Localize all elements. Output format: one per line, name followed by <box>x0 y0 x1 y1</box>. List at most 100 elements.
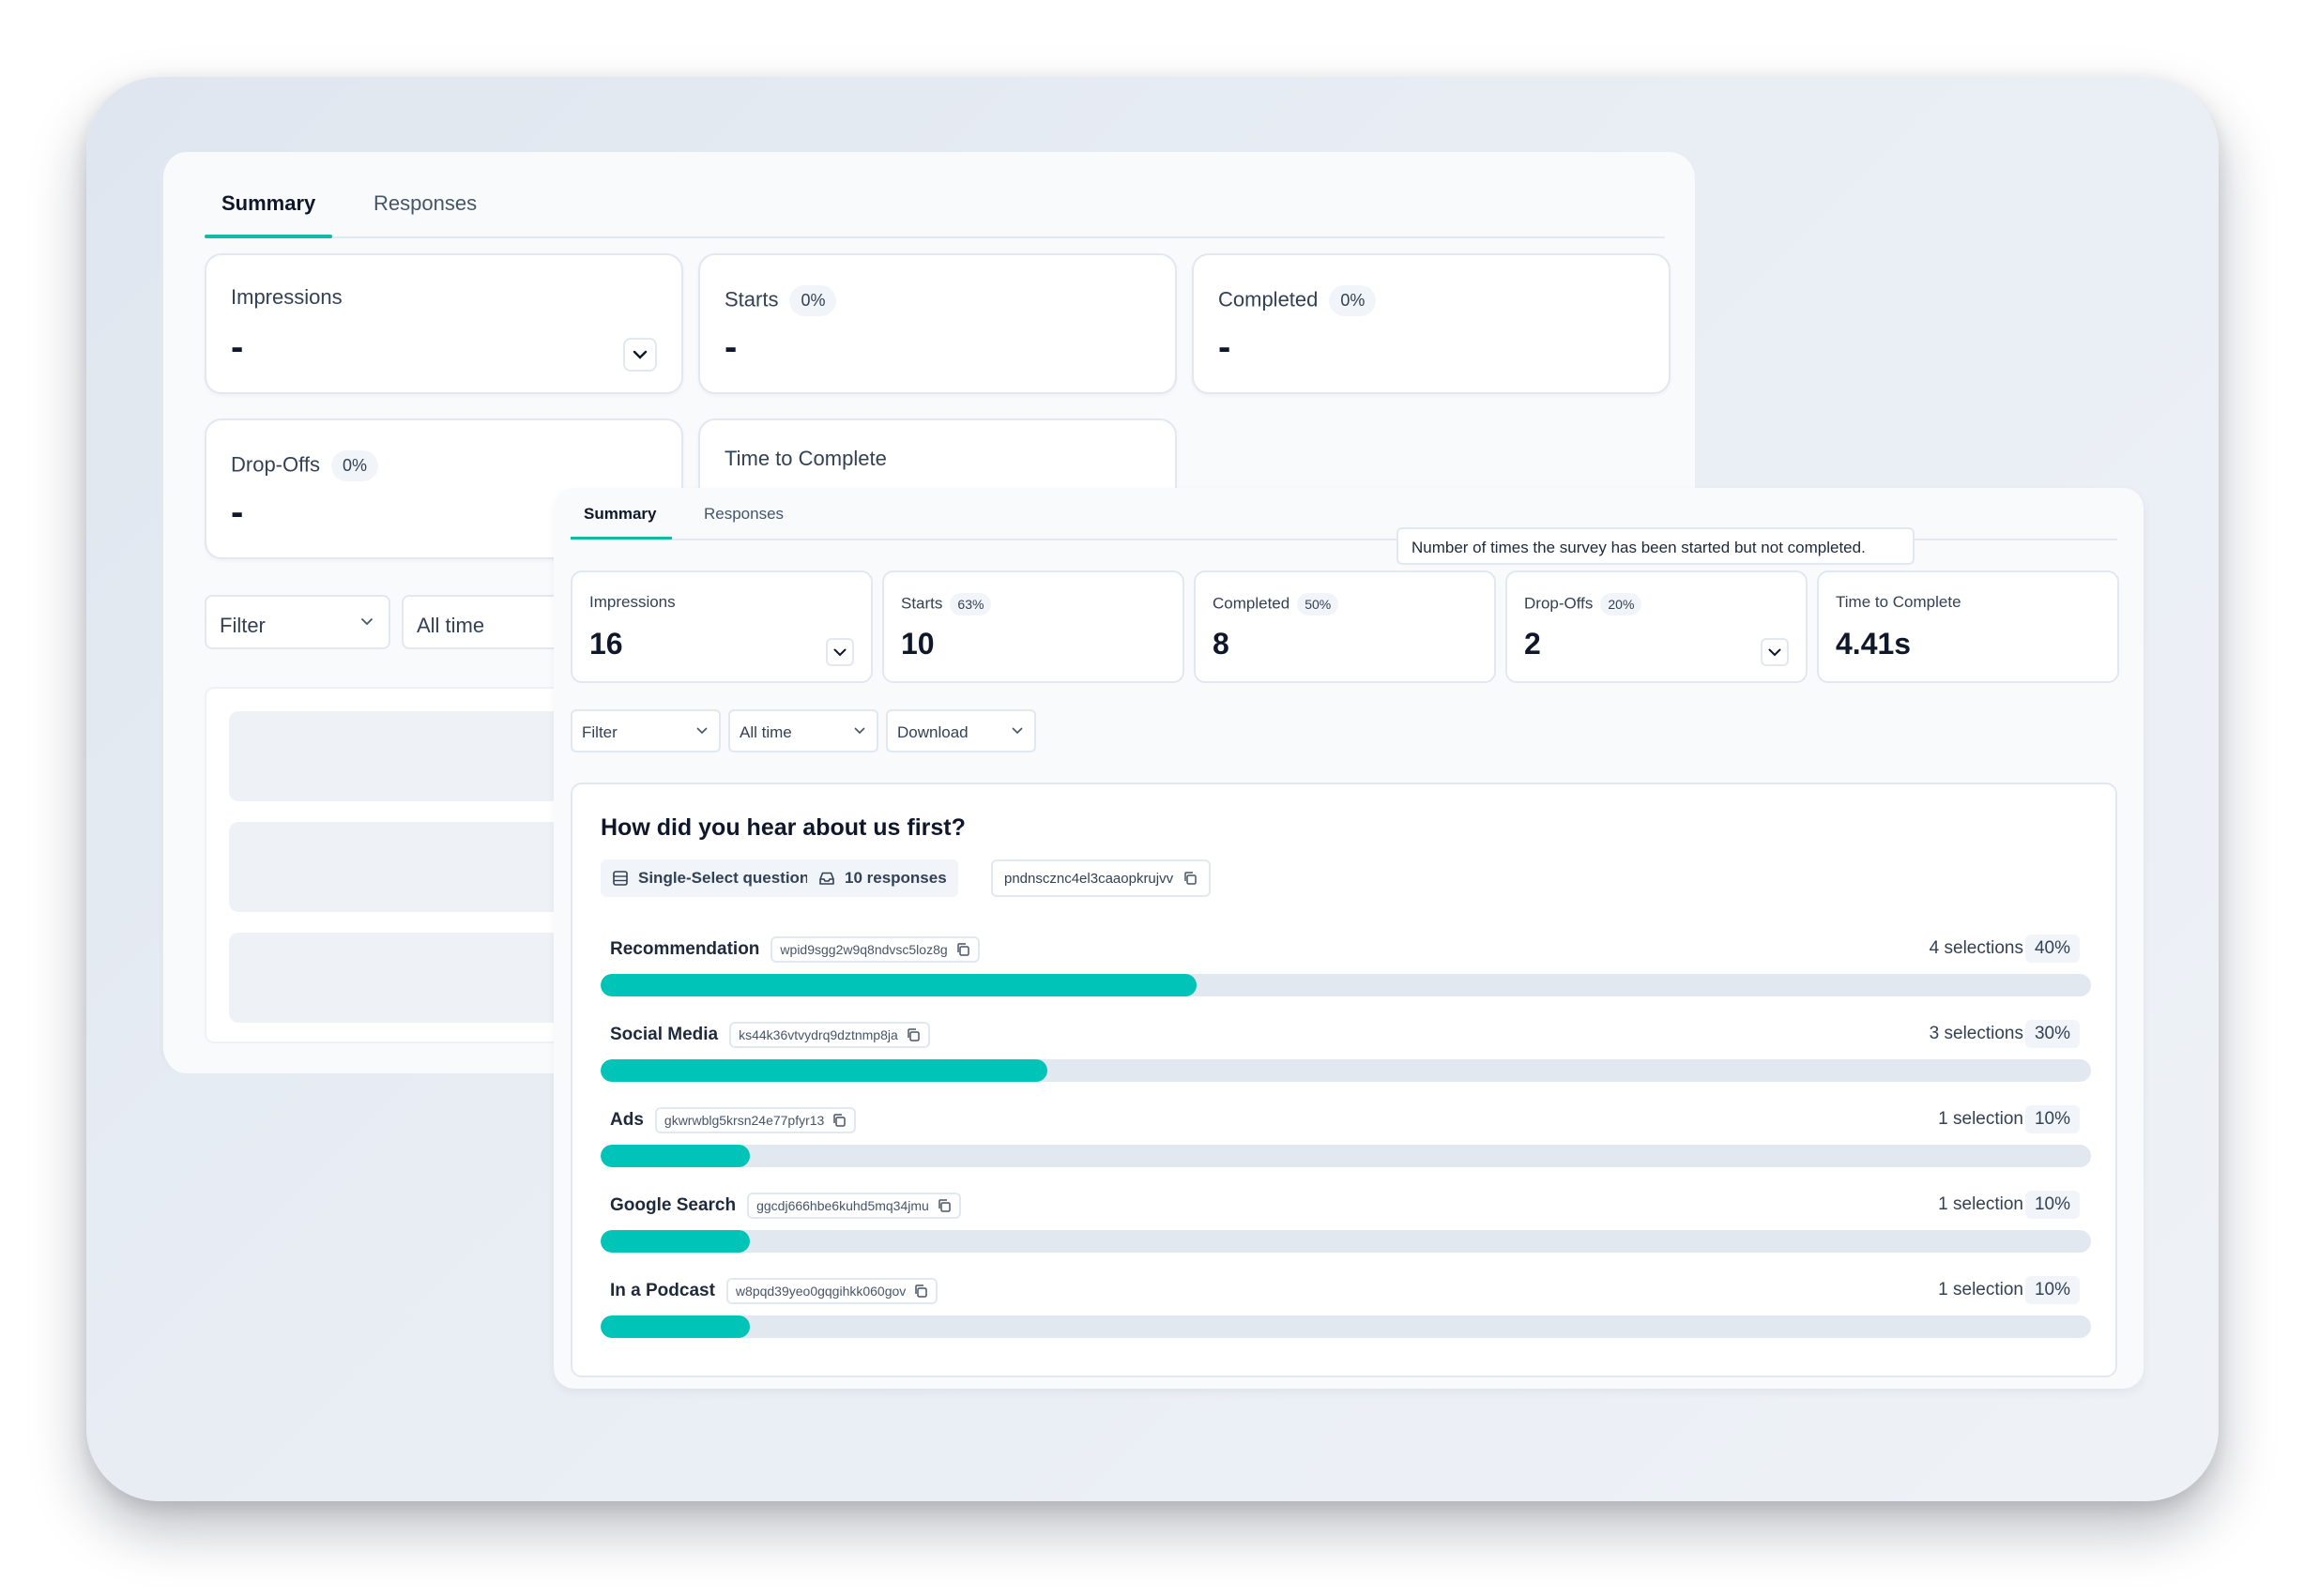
progress-bar-fill <box>601 1230 750 1253</box>
tab-bar: Summary Responses <box>205 173 1665 238</box>
chevron-down-icon <box>360 617 374 626</box>
answer-option-row: Recommendation wpid9sgg2w9q8ndvsc5loz8g 4 … <box>601 935 2091 1000</box>
answer-option-row: Ads gkwrwblg5krsn24e77pfyr13 1 selection 10… <box>601 1105 2091 1171</box>
copy-icon[interactable] <box>832 1113 847 1128</box>
download-label: Download <box>897 723 969 741</box>
progress-bar-fill <box>601 1059 1048 1082</box>
copy-icon[interactable] <box>906 1027 921 1042</box>
filter-select-label: Filter <box>220 614 266 637</box>
copy-icon[interactable] <box>937 1198 952 1213</box>
progress-bar <box>601 1230 2091 1253</box>
starts-card[interactable]: Starts 63% 10 <box>882 570 1184 683</box>
option-id-badge[interactable]: wpid9sgg2w9q8ndvsc5loz8g <box>771 936 980 963</box>
progress-bar-fill <box>601 1145 750 1167</box>
selection-count: 1 selection <box>1938 1109 2023 1129</box>
dropoffs-label: Drop-Offs <box>231 452 320 477</box>
copy-icon[interactable] <box>913 1284 928 1299</box>
question-type-badge: Single-Select question <box>601 859 821 897</box>
percent-badge: 10% <box>2024 1191 2080 1219</box>
chevron-down-icon <box>1012 727 1023 735</box>
time-range-select[interactable]: All time <box>728 709 878 752</box>
tab-responses[interactable]: Responses <box>374 191 478 215</box>
tab-summary-label: Summary <box>221 191 316 215</box>
option-name: Ads gkwrwblg5krsn24e77pfyr13 <box>610 1107 857 1133</box>
option-name: Google Search ggcdj666hbe6kuhd5mq34jmu <box>610 1193 961 1219</box>
dropoffs-value: - <box>231 492 244 533</box>
copy-icon[interactable] <box>955 942 970 957</box>
dropoffs-percent-badge: 0% <box>330 450 378 481</box>
time-to-complete-label: Time to Complete <box>725 447 887 470</box>
tab-responses[interactable]: Responses <box>704 505 785 523</box>
question-summary-card: How did you hear about us first? Single-… <box>571 783 2117 1377</box>
filter-select[interactable]: Filter <box>571 709 721 752</box>
question-type-label: Single-Select question <box>638 869 810 887</box>
selection-count: 1 selection <box>1938 1280 2023 1300</box>
option-id-badge[interactable]: ggcdj666hbe6kuhd5mq34jmu <box>747 1193 961 1219</box>
starts-value: - <box>725 327 738 368</box>
question-id-badge[interactable]: pndnscznc4el3caaopkrujvv <box>991 859 1212 897</box>
list-icon <box>612 870 629 887</box>
impressions-card[interactable]: Impressions 16 <box>571 570 873 683</box>
selection-count: 4 selections <box>1929 938 2023 958</box>
summary-panel: Summary Responses Impressions 16 Starts 6… <box>554 488 2144 1389</box>
question-id: pndnscznc4el3caaopkrujvv <box>1004 870 1174 887</box>
percent-badge: 40% <box>2024 935 2080 963</box>
copy-icon[interactable] <box>1183 871 1198 886</box>
option-name: Social Media ks44k36vtvydrq9dztnmp8ja <box>610 1022 930 1048</box>
percent-badge: 10% <box>2024 1276 2080 1304</box>
selection-count: 1 selection <box>1938 1194 2023 1214</box>
active-tab-indicator <box>205 235 332 238</box>
answer-option-row: In a Podcast w8pqd39yeo0gqgihkk060gov 1 se… <box>601 1276 2091 1342</box>
option-id: w8pqd39yeo0gqgihkk060gov <box>735 1284 907 1299</box>
dropoffs-label: Drop-Offs <box>1524 594 1594 613</box>
option-id: gkwrwblg5krsn24e77pfyr13 <box>664 1113 825 1128</box>
completed-percent-badge: 0% <box>1329 285 1377 316</box>
option-label: Google Search <box>610 1195 737 1216</box>
option-id: ks44k36vtvydrq9dztnmp8ja <box>739 1027 898 1042</box>
option-label: Recommendation <box>610 939 760 960</box>
completed-card[interactable]: Completed 0% - <box>1192 253 1671 394</box>
starts-card[interactable]: Starts 0% - <box>698 253 1177 394</box>
impressions-label: Impressions <box>589 593 676 611</box>
progress-bar-fill <box>601 1315 750 1338</box>
percent-badge: 10% <box>2024 1105 2080 1133</box>
responses-count-badge: 10 responses <box>807 859 958 897</box>
tab-summary[interactable]: Summary <box>205 191 332 238</box>
completed-value: 8 <box>1213 627 1229 661</box>
time-range-label: All time <box>417 614 485 637</box>
completed-label: Completed <box>1218 287 1319 312</box>
download-select[interactable]: Download <box>886 709 1036 752</box>
option-id-badge[interactable]: ks44k36vtvydrq9dztnmp8ja <box>729 1022 930 1048</box>
option-id-badge[interactable]: gkwrwblg5krsn24e77pfyr13 <box>654 1107 857 1133</box>
percent-badge: 30% <box>2024 1020 2080 1048</box>
completed-card[interactable]: Completed 50% 8 <box>1194 570 1496 683</box>
tab-bar: Summary Responses <box>571 488 2117 540</box>
time-to-complete-card[interactable]: Time to Complete 4.41s <box>1817 570 2119 683</box>
chevron-down-icon[interactable] <box>826 638 854 666</box>
progress-bar-fill <box>601 974 1198 996</box>
starts-label: Starts <box>901 594 943 613</box>
dropoffs-card[interactable]: Drop-Offs 20% 2 <box>1505 570 1808 683</box>
chevron-down-icon <box>696 727 708 735</box>
impressions-value: 16 <box>589 627 623 661</box>
question-title: How did you hear about us first? <box>601 814 966 841</box>
responses-count-label: 10 responses <box>845 869 947 887</box>
answer-option-row: Google Search ggcdj666hbe6kuhd5mq34jmu 1 s… <box>601 1191 2091 1256</box>
chevron-down-icon[interactable] <box>1761 638 1789 666</box>
starts-percent-badge: 0% <box>789 285 837 316</box>
option-id: ggcdj666hbe6kuhd5mq34jmu <box>756 1198 929 1213</box>
impressions-label: Impressions <box>231 285 343 309</box>
impressions-value: - <box>231 327 244 368</box>
option-id-badge[interactable]: w8pqd39yeo0gqgihkk060gov <box>725 1278 938 1304</box>
time-to-complete-value: 4.41s <box>1836 627 1912 661</box>
impressions-card[interactable]: Impressions - <box>205 253 683 394</box>
tab-summary[interactable]: Summary <box>571 505 672 540</box>
dropoffs-value: 2 <box>1524 627 1541 661</box>
active-tab-indicator <box>571 537 672 540</box>
starts-label: Starts <box>725 287 779 312</box>
chevron-down-icon[interactable] <box>623 338 657 372</box>
filter-select-label: Filter <box>582 723 618 741</box>
filter-select[interactable]: Filter <box>205 595 390 649</box>
progress-bar <box>601 974 2091 996</box>
option-label: Social Media <box>610 1025 719 1045</box>
